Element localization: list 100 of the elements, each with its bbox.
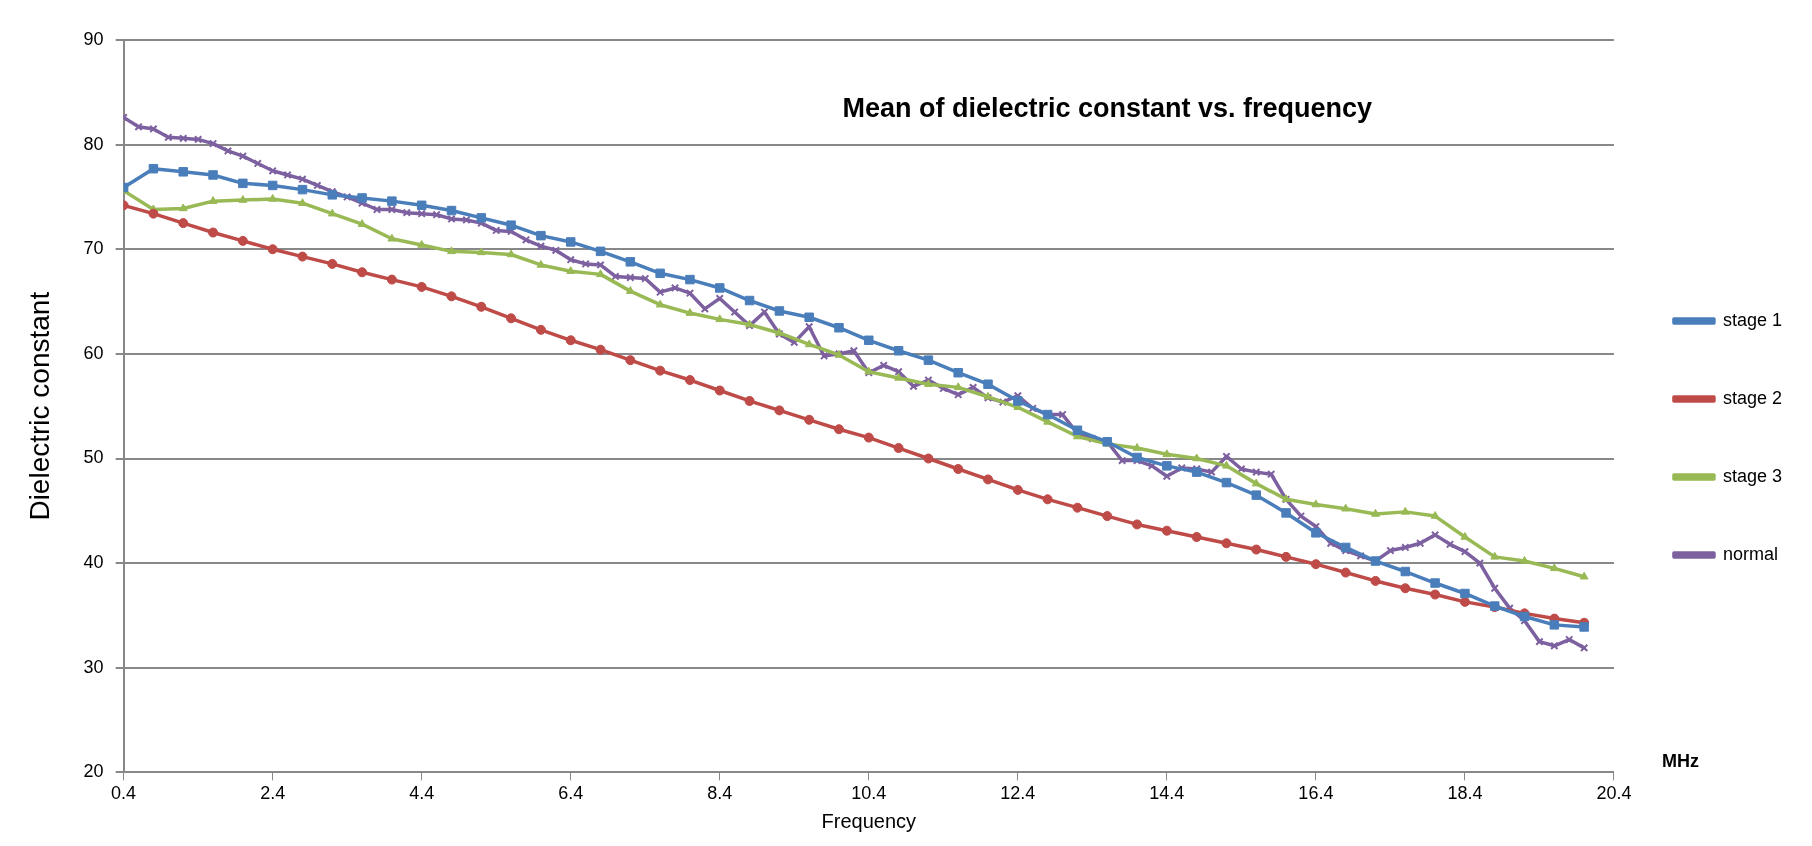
legend-label: normal — [1722, 543, 1778, 564]
point — [566, 266, 576, 274]
point — [357, 193, 367, 203]
point — [476, 213, 487, 223]
point — [834, 322, 844, 333]
point — [506, 313, 517, 324]
point — [1102, 511, 1113, 522]
point — [715, 283, 725, 293]
point — [893, 443, 904, 454]
point — [595, 246, 606, 257]
x-tick-label: 16.4 — [1298, 783, 1334, 804]
point — [416, 281, 427, 292]
y-tick-label: 70 — [83, 238, 104, 259]
point — [1400, 583, 1411, 594]
point — [506, 220, 516, 230]
point — [1579, 622, 1589, 632]
point — [1012, 484, 1023, 495]
point — [774, 306, 785, 316]
point — [924, 379, 933, 387]
point — [1192, 453, 1202, 462]
point — [714, 385, 725, 396]
point — [685, 308, 695, 316]
point — [1281, 551, 1292, 562]
point — [1371, 508, 1380, 517]
point — [148, 163, 159, 174]
point — [804, 339, 814, 348]
point — [923, 355, 934, 365]
point — [596, 269, 605, 278]
point — [1340, 567, 1351, 578]
point — [1400, 566, 1411, 577]
point — [1579, 571, 1589, 580]
point — [416, 200, 427, 211]
point — [1549, 620, 1560, 630]
point — [893, 346, 904, 356]
x-tick-label: 6.4 — [558, 783, 584, 804]
point — [178, 203, 188, 212]
point — [625, 257, 636, 267]
point — [894, 372, 903, 381]
legend-label: stage 3 — [1722, 465, 1782, 486]
point — [565, 335, 576, 346]
y-tick-label: 50 — [83, 447, 104, 468]
point — [1430, 511, 1440, 519]
point — [327, 208, 337, 217]
x-tick-label: 12.4 — [1000, 783, 1036, 804]
point — [565, 237, 576, 247]
point — [476, 301, 487, 312]
point — [625, 355, 636, 366]
point — [327, 190, 338, 200]
point — [1460, 588, 1470, 599]
point — [1430, 589, 1441, 600]
point — [655, 365, 666, 376]
point — [983, 379, 993, 389]
point — [1281, 508, 1291, 518]
point — [1162, 461, 1172, 471]
point — [744, 295, 755, 306]
point — [715, 314, 725, 323]
point — [1162, 449, 1172, 458]
point — [148, 208, 159, 219]
point — [535, 324, 546, 335]
point — [1370, 575, 1381, 586]
point — [1341, 503, 1351, 512]
point — [298, 198, 307, 206]
point — [1311, 499, 1321, 508]
point — [1549, 563, 1559, 572]
point — [595, 344, 606, 355]
point — [357, 267, 368, 278]
point — [1459, 596, 1470, 607]
point — [1400, 506, 1410, 515]
point — [297, 184, 308, 195]
point — [953, 367, 963, 378]
point — [1311, 528, 1321, 538]
point — [685, 274, 695, 285]
point — [953, 382, 963, 391]
x-tick-label: 8.4 — [707, 783, 733, 804]
text: MHz — [1661, 751, 1699, 772]
point — [208, 227, 219, 238]
point — [178, 167, 188, 177]
point — [684, 375, 695, 386]
point — [833, 424, 844, 435]
point — [1251, 544, 1262, 555]
point — [387, 233, 397, 242]
point — [1222, 460, 1231, 469]
point — [506, 249, 516, 258]
point — [1221, 477, 1232, 488]
x-axis-title: Frequency — [821, 809, 917, 832]
x-tick-label: 10.4 — [851, 783, 887, 804]
point — [1132, 443, 1142, 451]
point — [268, 194, 278, 202]
point — [1221, 538, 1232, 549]
y-tick-label: 90 — [83, 28, 104, 49]
y-tick-label: 80 — [83, 133, 104, 154]
point — [327, 258, 338, 269]
point — [417, 240, 427, 248]
point — [983, 474, 994, 485]
point — [447, 246, 456, 255]
x-tick-label: 20.4 — [1596, 783, 1632, 804]
point — [625, 286, 635, 294]
point — [774, 405, 785, 416]
point — [1161, 525, 1172, 536]
point — [655, 299, 665, 308]
